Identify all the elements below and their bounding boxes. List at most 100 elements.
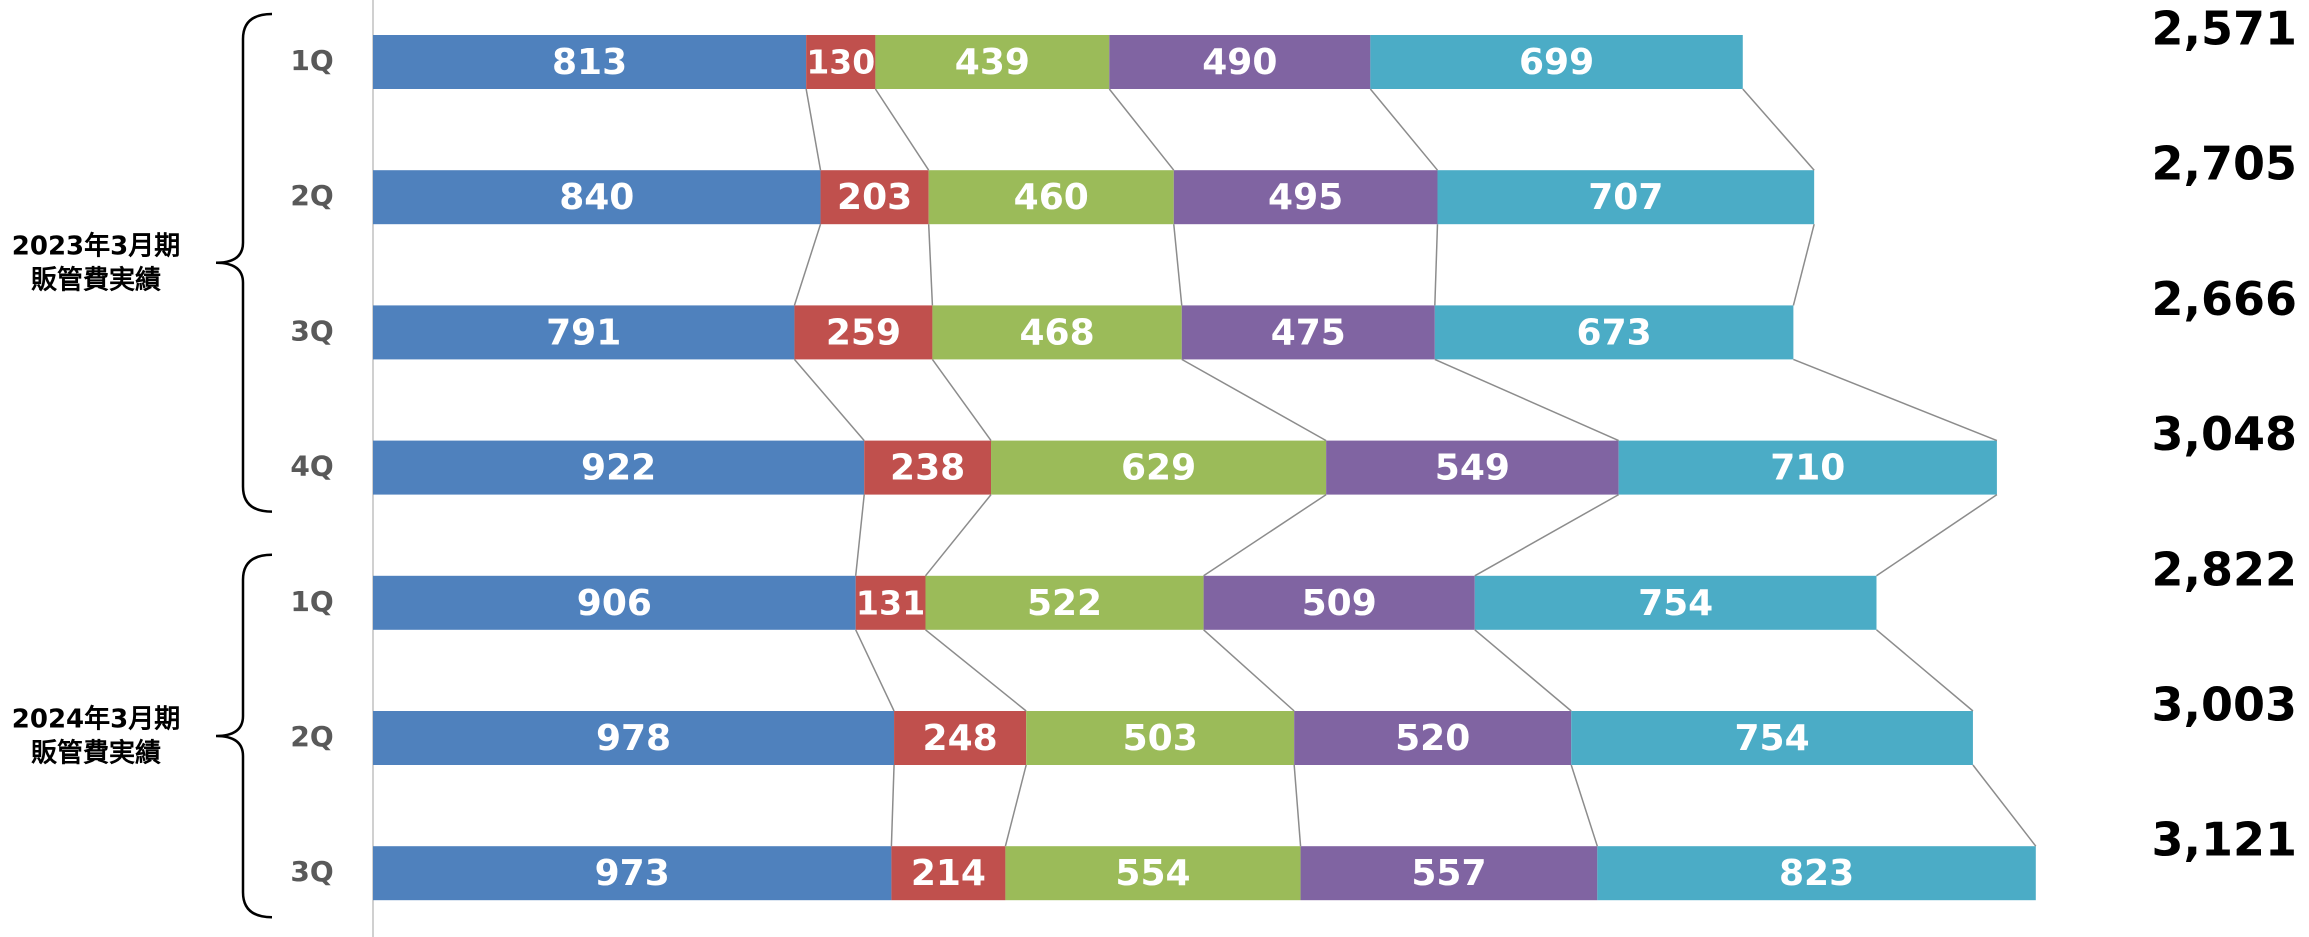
bar-segment [991, 440, 1327, 495]
bar-segment [806, 35, 876, 89]
connector [1876, 493, 1998, 577]
bar-segment [1571, 711, 1973, 765]
bar-segment [373, 35, 807, 89]
connector [1173, 224, 1183, 306]
bar-segment [373, 711, 895, 765]
connector [1181, 358, 1327, 442]
total-label: 2,705 [2151, 137, 2297, 191]
value-label: 922 [581, 448, 656, 489]
group-label: 販管費実績 [31, 264, 161, 295]
connector [805, 88, 822, 171]
total-label: 2,666 [2151, 272, 2297, 326]
value-label: 131 [856, 583, 925, 622]
connector [927, 224, 934, 306]
bar-segment [925, 575, 1204, 630]
value-label: 629 [1121, 448, 1196, 489]
connector [925, 629, 1027, 712]
bar-segment [928, 170, 1174, 225]
connector [890, 764, 895, 847]
connector [793, 223, 822, 306]
bar-segment [1109, 35, 1371, 89]
bar-segment [820, 170, 929, 225]
bar-segment [864, 440, 992, 495]
value-label: 214 [911, 853, 986, 894]
value-label: 973 [595, 853, 670, 894]
value-label: 509 [1302, 583, 1377, 624]
value-label: 906 [577, 583, 652, 624]
connector [1792, 224, 1815, 306]
value-label: 791 [546, 312, 621, 353]
total-label: 3,003 [2151, 678, 2297, 732]
connector [1203, 629, 1295, 712]
value-label: 522 [1027, 583, 1102, 624]
connector [855, 629, 895, 712]
value-label: 460 [1014, 177, 1089, 218]
value-label: 978 [596, 718, 671, 759]
value-label: 554 [1115, 853, 1190, 894]
value-label: 495 [1268, 177, 1343, 218]
group-label: 2024年3月期 [12, 704, 180, 735]
bar-segment [1181, 305, 1435, 360]
category-label: 3Q [290, 314, 333, 347]
bar-segment [894, 711, 1027, 765]
bar-segment [1434, 305, 1794, 360]
value-label: 754 [1734, 718, 1809, 759]
bar-segment [1294, 711, 1572, 765]
connector [854, 494, 865, 576]
group-label: 2023年3月期 [12, 230, 180, 261]
value-label: 238 [890, 448, 965, 489]
connector [874, 88, 930, 171]
connector [1570, 764, 1599, 847]
category-label: 2Q [290, 720, 333, 753]
connector [1293, 764, 1302, 847]
bar-segment [373, 170, 821, 225]
value-label: 707 [1588, 177, 1663, 218]
connector [1742, 88, 1815, 171]
bar-segment [1326, 440, 1619, 495]
value-label: 710 [1770, 448, 1845, 489]
value-label: 549 [1435, 448, 1510, 489]
connector [1793, 358, 1998, 442]
bar-segment [855, 575, 926, 630]
value-label: 259 [826, 312, 901, 353]
bar-segment [373, 440, 865, 495]
bar-segment [1026, 711, 1295, 765]
value-label: 130 [806, 43, 875, 82]
connector [1108, 88, 1175, 171]
bar-segment [1300, 846, 1598, 901]
bar-segment [373, 846, 892, 901]
group-label: 販管費実績 [31, 738, 161, 769]
connector [1876, 629, 1974, 712]
category-label: 2Q [290, 179, 333, 212]
connector [924, 494, 992, 577]
total-label: 2,571 [2151, 2, 2297, 56]
value-label: 754 [1638, 583, 1713, 624]
total-label: 2,822 [2151, 542, 2297, 596]
value-label: 475 [1271, 312, 1346, 353]
bar-segment [1618, 440, 1997, 495]
category-label: 1Q [290, 44, 333, 77]
value-label: 840 [559, 177, 634, 218]
bar-segment [875, 35, 1110, 89]
connector [793, 358, 865, 442]
connector [1434, 358, 1619, 442]
value-label: 557 [1411, 853, 1486, 894]
value-label: 248 [923, 718, 998, 759]
connector [1004, 764, 1027, 847]
value-label: 203 [837, 177, 912, 218]
bar-segment [932, 305, 1182, 360]
connector [1474, 493, 1620, 577]
category-label: 1Q [290, 585, 333, 618]
group-brace [215, 553, 273, 919]
value-label: 503 [1123, 718, 1198, 759]
value-label: 439 [955, 42, 1030, 83]
value-label: 823 [1779, 853, 1854, 894]
connector [1203, 493, 1327, 577]
connector [1434, 224, 1439, 306]
bar-segment [1005, 846, 1301, 901]
total-label: 3,048 [2151, 407, 2297, 461]
bar-segment [373, 305, 795, 360]
bar-segment [1370, 35, 1743, 89]
